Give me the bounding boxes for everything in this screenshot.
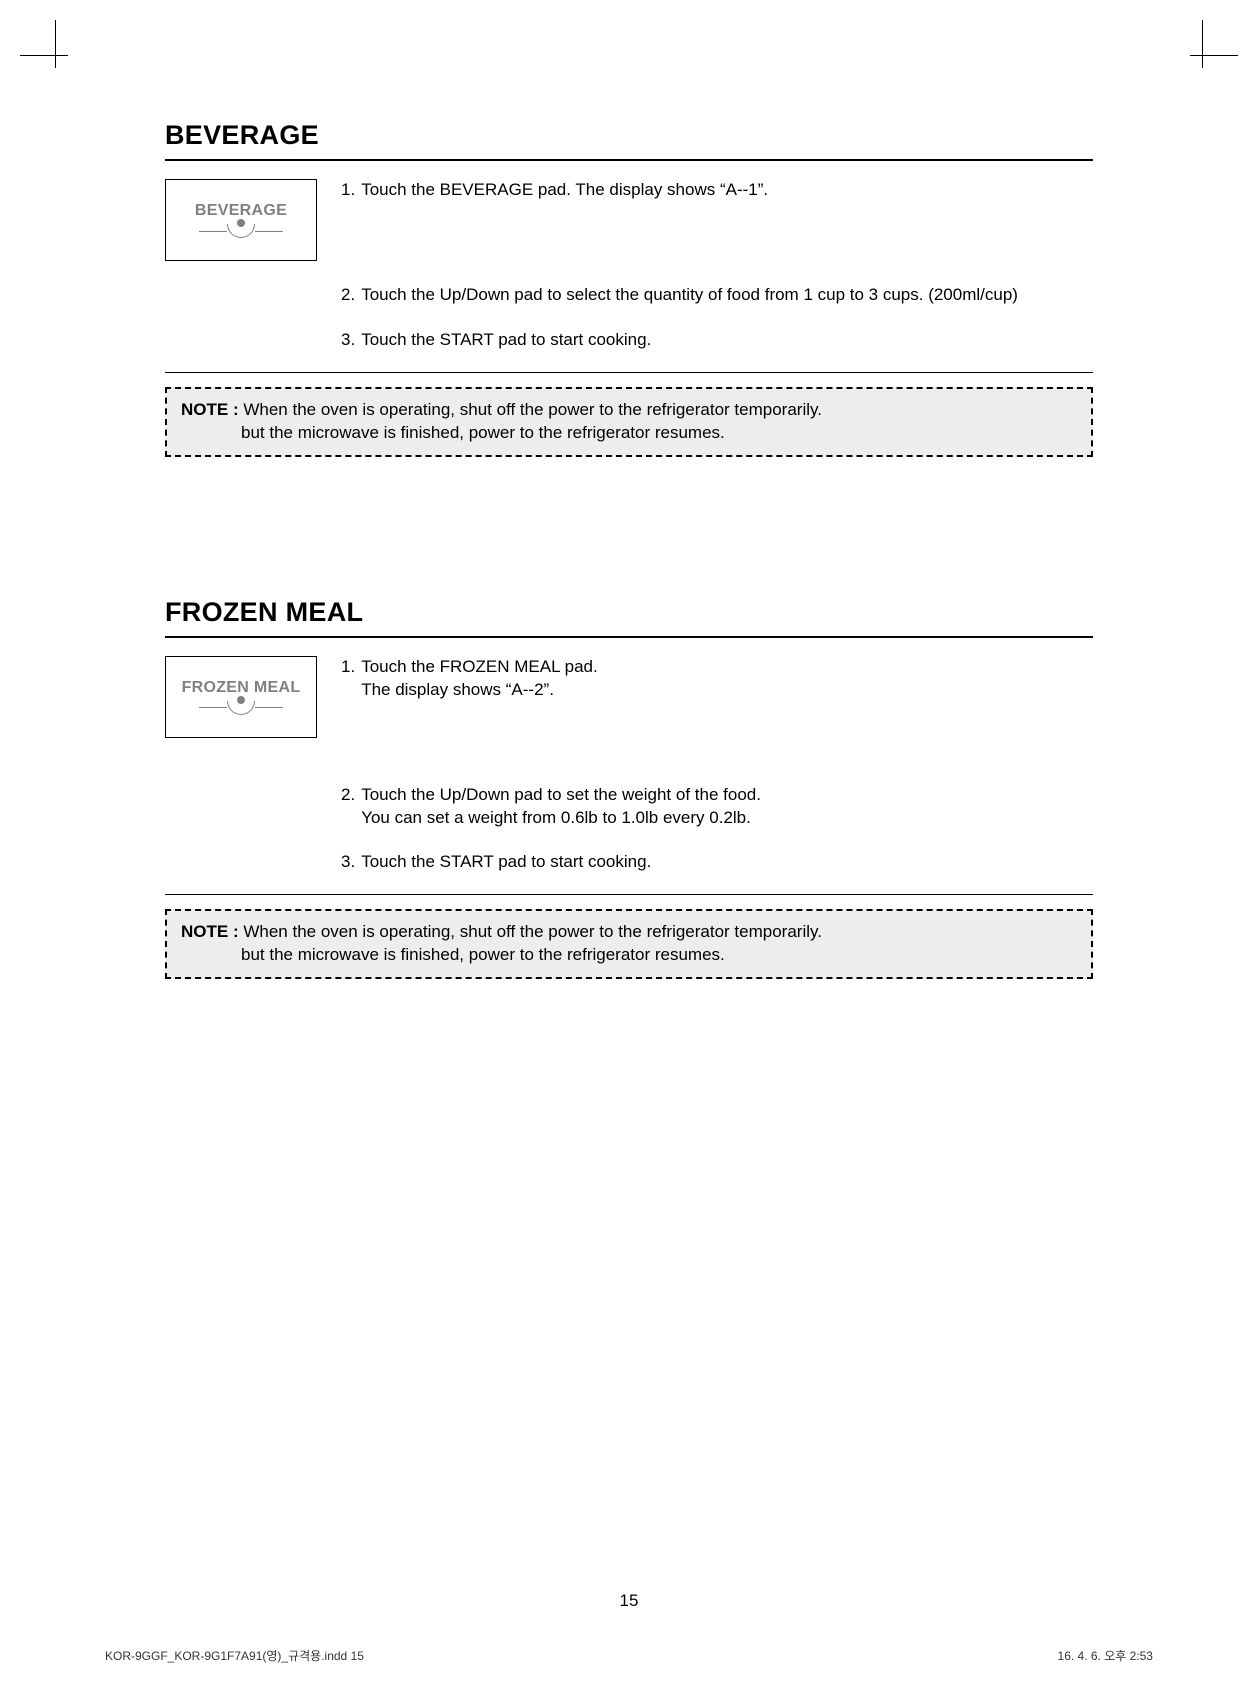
page-number: 15	[0, 1591, 1258, 1611]
step-text: Touch the Up/Down pad to set the weight …	[361, 784, 761, 807]
note-text: When the oven is operating, shut off the…	[243, 922, 822, 941]
footer-filename: KOR-9GGF_KOR-9G1F7A91(영)_규격용.indd 15	[105, 1647, 364, 1664]
footer-timestamp: 16. 4. 6. 오후 2:53	[1058, 1647, 1153, 1664]
beverage-note: NOTE : When the oven is operating, shut …	[165, 387, 1093, 457]
note-label: NOTE :	[181, 400, 239, 419]
frozen-meal-steps: 1. Touch the FROZEN MEAL pad. The displa…	[341, 656, 1093, 879]
frozen-meal-note: NOTE : When the oven is operating, shut …	[165, 909, 1093, 979]
frozen-meal-pad-label: FROZEN MEAL	[182, 679, 301, 697]
beverage-pad-illustration: BEVERAGE	[165, 179, 317, 261]
step-text: Touch the BEVERAGE pad. The display show…	[361, 179, 768, 202]
step-number: 1.	[341, 656, 355, 702]
beverage-steps: 1. Touch the BEVERAGE pad. The display s…	[341, 179, 1093, 356]
step-number: 2.	[341, 784, 355, 830]
pad-icon	[199, 701, 283, 715]
step-item: 1. Touch the BEVERAGE pad. The display s…	[341, 179, 1093, 202]
step-item: 2. Touch the Up/Down pad to set the weig…	[341, 784, 1093, 830]
step-text: Touch the START pad to start cooking.	[361, 851, 651, 874]
beverage-content: BEVERAGE 1. Touch the BEVERAGE pad. The …	[165, 179, 1093, 356]
frozen-meal-pad-illustration: FROZEN MEAL	[165, 656, 317, 738]
beverage-pad-label: BEVERAGE	[195, 202, 287, 220]
manual-page: BEVERAGE BEVERAGE 1. Touch the BEVERAGE …	[0, 0, 1258, 1689]
step-number: 3.	[341, 851, 355, 874]
step-item: 1. Touch the FROZEN MEAL pad. The displa…	[341, 656, 1093, 702]
note-text: but the microwave is finished, power to …	[181, 422, 1077, 445]
step-item: 3. Touch the START pad to start cooking.	[341, 851, 1093, 874]
section-divider	[165, 372, 1093, 373]
note-text: When the oven is operating, shut off the…	[243, 400, 822, 419]
step-text: You can set a weight from 0.6lb to 1.0lb…	[361, 807, 761, 830]
section-divider	[165, 894, 1093, 895]
frozen-meal-heading: FROZEN MEAL	[165, 597, 1093, 638]
beverage-heading: BEVERAGE	[165, 120, 1093, 161]
pad-icon	[199, 224, 283, 238]
note-text: but the microwave is finished, power to …	[181, 944, 1077, 967]
step-text: The display shows “A--2”.	[361, 679, 598, 702]
note-label: NOTE :	[181, 922, 239, 941]
step-text: Touch the START pad to start cooking.	[361, 329, 651, 352]
step-item: 2. Touch the Up/Down pad to select the q…	[341, 284, 1093, 307]
step-number: 2.	[341, 284, 355, 307]
step-text: Touch the Up/Down pad to select the quan…	[361, 284, 1018, 307]
step-number: 1.	[341, 179, 355, 202]
step-text: Touch the FROZEN MEAL pad.	[361, 656, 598, 679]
frozen-meal-content: FROZEN MEAL 1. Touch the FROZEN MEAL pad…	[165, 656, 1093, 879]
step-number: 3.	[341, 329, 355, 352]
step-item: 3. Touch the START pad to start cooking.	[341, 329, 1093, 352]
